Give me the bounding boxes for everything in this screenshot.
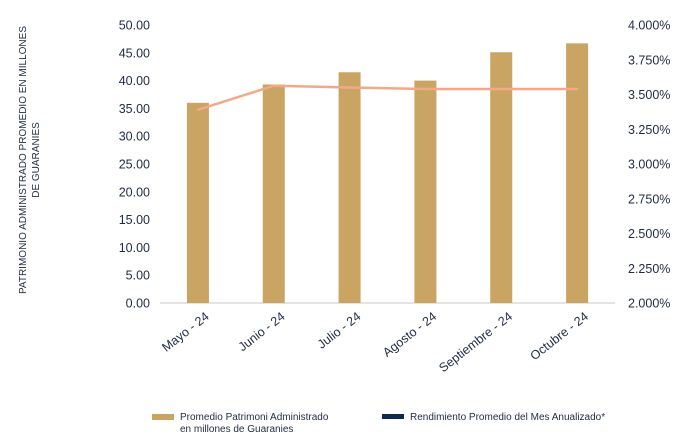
- left-tick-label: 10.00: [119, 241, 150, 255]
- left-tick-label: 15.00: [119, 213, 150, 227]
- legend-swatch-line: [382, 414, 404, 419]
- bar: [566, 43, 589, 304]
- left-tick-label: 25.00: [119, 158, 150, 172]
- legend-label-line: en millones de Guaranies: [180, 424, 293, 435]
- left-axis-ticks: 0.00 5.00 10.00 15.00 20.00 25.00 30.00 35.00 40…: [119, 19, 150, 311]
- y-axis-title: PATRIMONIO ADMINISTRADO PROMEDIO EN MILL…: [18, 26, 42, 294]
- left-tick-label: 35.00: [119, 102, 150, 116]
- left-tick-label: 0.00: [126, 297, 150, 311]
- right-tick-label: 4.000%: [628, 19, 670, 33]
- right-tick-label: 3.000%: [628, 158, 670, 172]
- legend-swatch-bar: [152, 414, 174, 420]
- bar: [338, 72, 361, 303]
- left-tick-label: 30.00: [119, 130, 150, 144]
- x-tick-label: Octubre - 24: [528, 309, 591, 363]
- y-axis-title-line: PATRIMONIO ADMINISTRADO PROMEDIO EN MILL…: [18, 26, 29, 294]
- right-axis-ticks: 2.000% 2.250% 2.500% 2.750% 3.000% 3.250% 3.50…: [628, 19, 670, 311]
- right-tick-label: 3.750%: [628, 53, 670, 67]
- right-tick-label: 3.500%: [628, 88, 670, 102]
- bar: [490, 52, 513, 303]
- left-tick-label: 5.00: [126, 269, 150, 283]
- x-tick-label: Septiembre - 24: [436, 309, 515, 375]
- bar: [186, 102, 209, 303]
- x-tick-label: Mayo - 24: [159, 309, 211, 354]
- left-tick-label: 20.00: [119, 185, 150, 199]
- bar: [262, 84, 285, 303]
- right-tick-label: 2.750%: [628, 192, 670, 206]
- legend-label-line-series: Rendimiento Promedio del Mes Anualizado*: [410, 412, 605, 423]
- y-axis-label: PATRIMONIO ADMINISTRADO PROMEDIO EN MILL…: [18, 26, 42, 294]
- y-axis-title-line: DE GUARANIES: [31, 122, 42, 198]
- legend: Promedio Patrimoni Administrado en millon…: [152, 412, 605, 435]
- bar-series: [186, 43, 589, 304]
- bar: [414, 80, 437, 303]
- right-tick-label: 2.250%: [628, 262, 670, 276]
- legend-label-bar: Promedio Patrimoni Administrado en millon…: [180, 412, 329, 435]
- x-tick-label: Agosto - 24: [380, 309, 439, 359]
- right-tick-label: 3.250%: [628, 123, 670, 137]
- legend-label-line: Promedio Patrimoni Administrado: [180, 412, 329, 423]
- left-tick-label: 40.00: [119, 74, 150, 88]
- x-tick-label: Julio - 24: [315, 309, 364, 351]
- left-tick-label: 50.00: [119, 19, 150, 33]
- left-tick-label: 45.00: [119, 46, 150, 60]
- line-series: [196, 84, 579, 112]
- right-tick-label: 2.500%: [628, 227, 670, 241]
- x-axis-ticks: Mayo - 24 Junio - 24 Julio - 24 Agosto - 24…: [159, 309, 591, 375]
- right-tick-label: 2.000%: [628, 297, 670, 311]
- x-tick-label: Junio - 24: [236, 309, 288, 354]
